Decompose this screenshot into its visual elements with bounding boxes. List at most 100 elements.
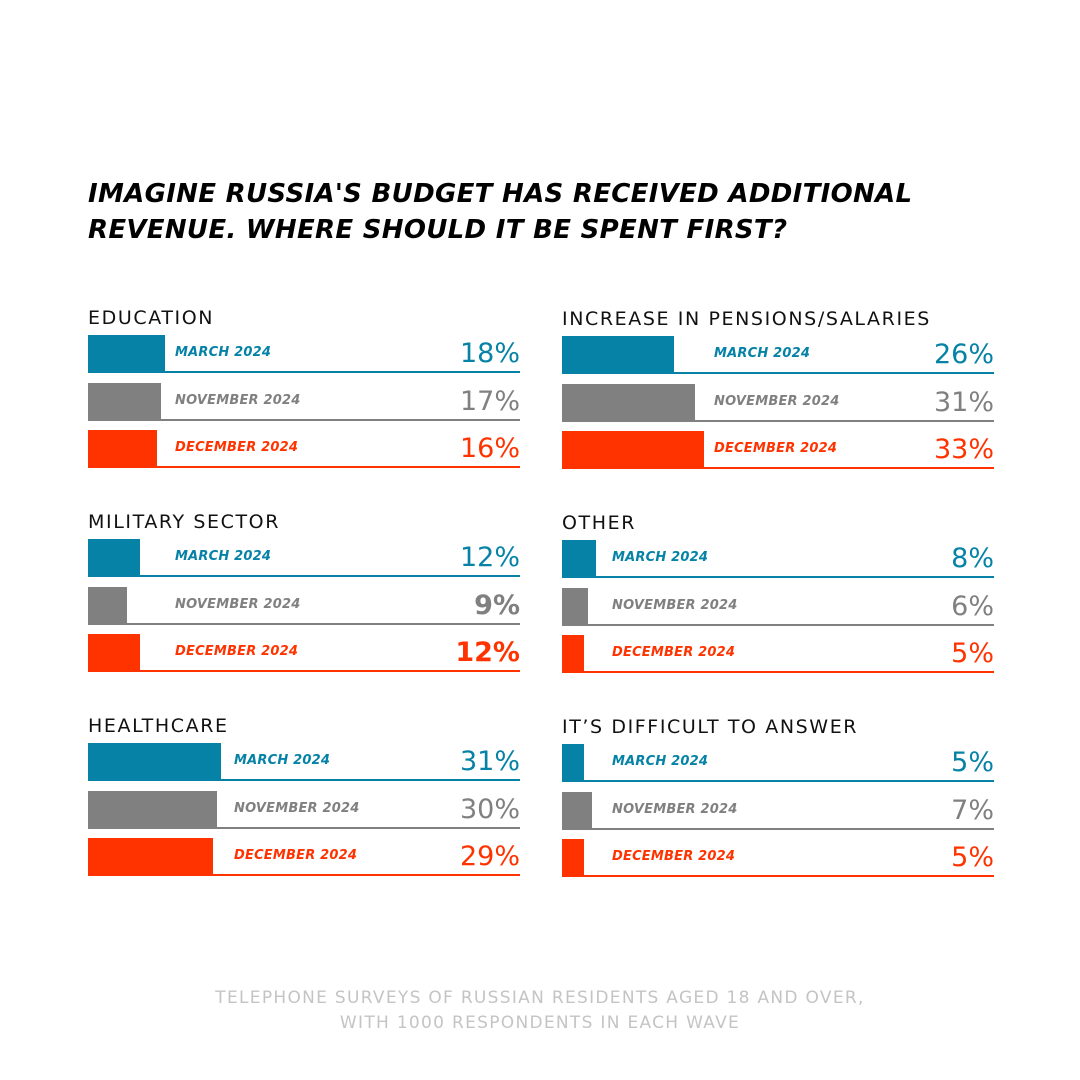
panel-title: INCREASE IN PENSIONS/SALARIES xyxy=(562,308,931,330)
bar-row-march: MARCH 2024 26% xyxy=(562,336,994,374)
footnote-line-1: TELEPHONE SURVEYS OF RUSSIAN RESIDENTS A… xyxy=(215,988,865,1008)
series-label: MARCH 2024 xyxy=(175,345,272,360)
bar-november xyxy=(88,790,217,827)
series-label: MARCH 2024 xyxy=(175,549,272,564)
data-label: 16% xyxy=(459,433,520,464)
footnote-line-2: WITH 1000 RESPONDENTS IN EACH WAVE xyxy=(339,1013,741,1033)
bar-march xyxy=(88,743,221,779)
bar-march xyxy=(562,744,584,780)
bar-november xyxy=(562,383,695,420)
panel-title: OTHER xyxy=(562,512,637,534)
series-label: DECEMBER 2024 xyxy=(175,644,299,659)
bar-november xyxy=(88,382,161,419)
bar-baseline xyxy=(562,467,994,469)
data-label: 30% xyxy=(459,793,520,825)
bar-baseline xyxy=(562,780,994,782)
data-label: 26% xyxy=(933,339,994,370)
series-label: MARCH 2024 xyxy=(234,753,331,768)
bar-baseline xyxy=(88,371,520,373)
bar-baseline xyxy=(88,670,520,672)
series-label: DECEMBER 2024 xyxy=(612,645,736,660)
panel-title: MILITARY SECTOR xyxy=(88,511,281,533)
bar-row-november: NOVEMBER 2024 17% xyxy=(88,382,520,421)
data-label: 5% xyxy=(951,747,994,778)
chart-title-line-2: REVENUE. WHERE SHOULD IT BE SPENT FIRST? xyxy=(88,215,788,245)
bar-row-march: MARCH 2024 5% xyxy=(562,744,994,782)
bar-row-november: NOVEMBER 2024 9% xyxy=(88,586,520,625)
bar-december xyxy=(562,635,584,671)
bar-row-march: MARCH 2024 12% xyxy=(88,539,520,577)
bar-december xyxy=(562,431,704,467)
series-label: MARCH 2024 xyxy=(714,346,811,361)
series-label: NOVEMBER 2024 xyxy=(714,393,840,409)
data-label: 33% xyxy=(933,434,994,465)
series-label: MARCH 2024 xyxy=(612,550,709,565)
bar-march xyxy=(562,540,596,576)
data-label: 9% xyxy=(474,589,520,621)
bar-baseline xyxy=(562,671,994,673)
data-label: 12% xyxy=(455,637,520,668)
series-label: DECEMBER 2024 xyxy=(714,441,838,456)
data-label: 17% xyxy=(459,385,520,417)
series-label: DECEMBER 2024 xyxy=(234,848,358,863)
series-label: DECEMBER 2024 xyxy=(175,440,299,455)
bar-november xyxy=(562,587,588,624)
data-label: 29% xyxy=(459,841,520,872)
bar-row-december: DECEMBER 2024 33% xyxy=(562,431,994,469)
series-label: DECEMBER 2024 xyxy=(612,849,736,864)
series-label: NOVEMBER 2024 xyxy=(175,596,301,612)
data-label: 31% xyxy=(459,746,520,777)
bar-row-march: MARCH 2024 31% xyxy=(88,743,520,781)
data-label: 7% xyxy=(951,794,994,826)
panel-title: EDUCATION xyxy=(88,307,215,329)
bar-baseline xyxy=(88,874,520,876)
data-label: 5% xyxy=(951,842,994,873)
bar-baseline xyxy=(88,622,520,625)
series-label: NOVEMBER 2024 xyxy=(612,597,738,613)
bar-baseline xyxy=(88,418,520,421)
bar-row-december: DECEMBER 2024 12% xyxy=(88,634,520,672)
bar-row-december: DECEMBER 2024 16% xyxy=(88,430,520,468)
bar-march xyxy=(88,335,165,371)
panel-title: HEALTHCARE xyxy=(88,715,229,737)
bar-row-march: MARCH 2024 18% xyxy=(88,335,520,373)
bar-baseline xyxy=(562,623,994,626)
data-label: 18% xyxy=(459,338,520,369)
bar-baseline xyxy=(562,372,994,374)
bar-november xyxy=(562,791,592,828)
data-label: 5% xyxy=(951,638,994,669)
data-label: 8% xyxy=(951,543,994,574)
bar-row-november: NOVEMBER 2024 6% xyxy=(562,587,994,626)
bar-march xyxy=(88,539,140,575)
bar-november xyxy=(88,586,127,623)
series-label: NOVEMBER 2024 xyxy=(175,392,301,408)
bar-row-december: DECEMBER 2024 29% xyxy=(88,838,520,876)
data-label: 12% xyxy=(459,542,520,573)
data-label: 31% xyxy=(933,386,994,418)
bar-row-december: DECEMBER 2024 5% xyxy=(562,839,994,877)
bar-baseline xyxy=(562,875,994,877)
bar-baseline xyxy=(562,827,994,830)
series-label: NOVEMBER 2024 xyxy=(612,801,738,817)
series-label: MARCH 2024 xyxy=(612,754,709,769)
footnote: TELEPHONE SURVEYS OF RUSSIAN RESIDENTS A… xyxy=(0,986,1080,1036)
bar-december xyxy=(88,634,140,670)
bar-baseline xyxy=(88,826,520,829)
series-label: NOVEMBER 2024 xyxy=(234,800,360,816)
bar-row-march: MARCH 2024 8% xyxy=(562,540,994,578)
chart-title: IMAGINE RUSSIA'S BUDGET HAS RECEIVED ADD… xyxy=(88,176,988,248)
bar-baseline xyxy=(562,576,994,578)
chart-title-line-1: IMAGINE RUSSIA'S BUDGET HAS RECEIVED ADD… xyxy=(88,179,913,209)
bar-baseline xyxy=(88,779,520,781)
data-label: 6% xyxy=(951,590,994,622)
bar-row-november: NOVEMBER 2024 31% xyxy=(562,383,994,422)
bar-december xyxy=(88,838,213,874)
bar-baseline xyxy=(562,419,994,422)
bar-row-december: DECEMBER 2024 5% xyxy=(562,635,994,673)
bar-row-november: NOVEMBER 2024 30% xyxy=(88,790,520,829)
bar-december xyxy=(562,839,584,875)
bar-baseline xyxy=(88,466,520,468)
panel-title: IT’S DIFFICULT TO ANSWER xyxy=(562,716,859,738)
bar-march xyxy=(562,336,674,372)
bar-december xyxy=(88,430,157,466)
